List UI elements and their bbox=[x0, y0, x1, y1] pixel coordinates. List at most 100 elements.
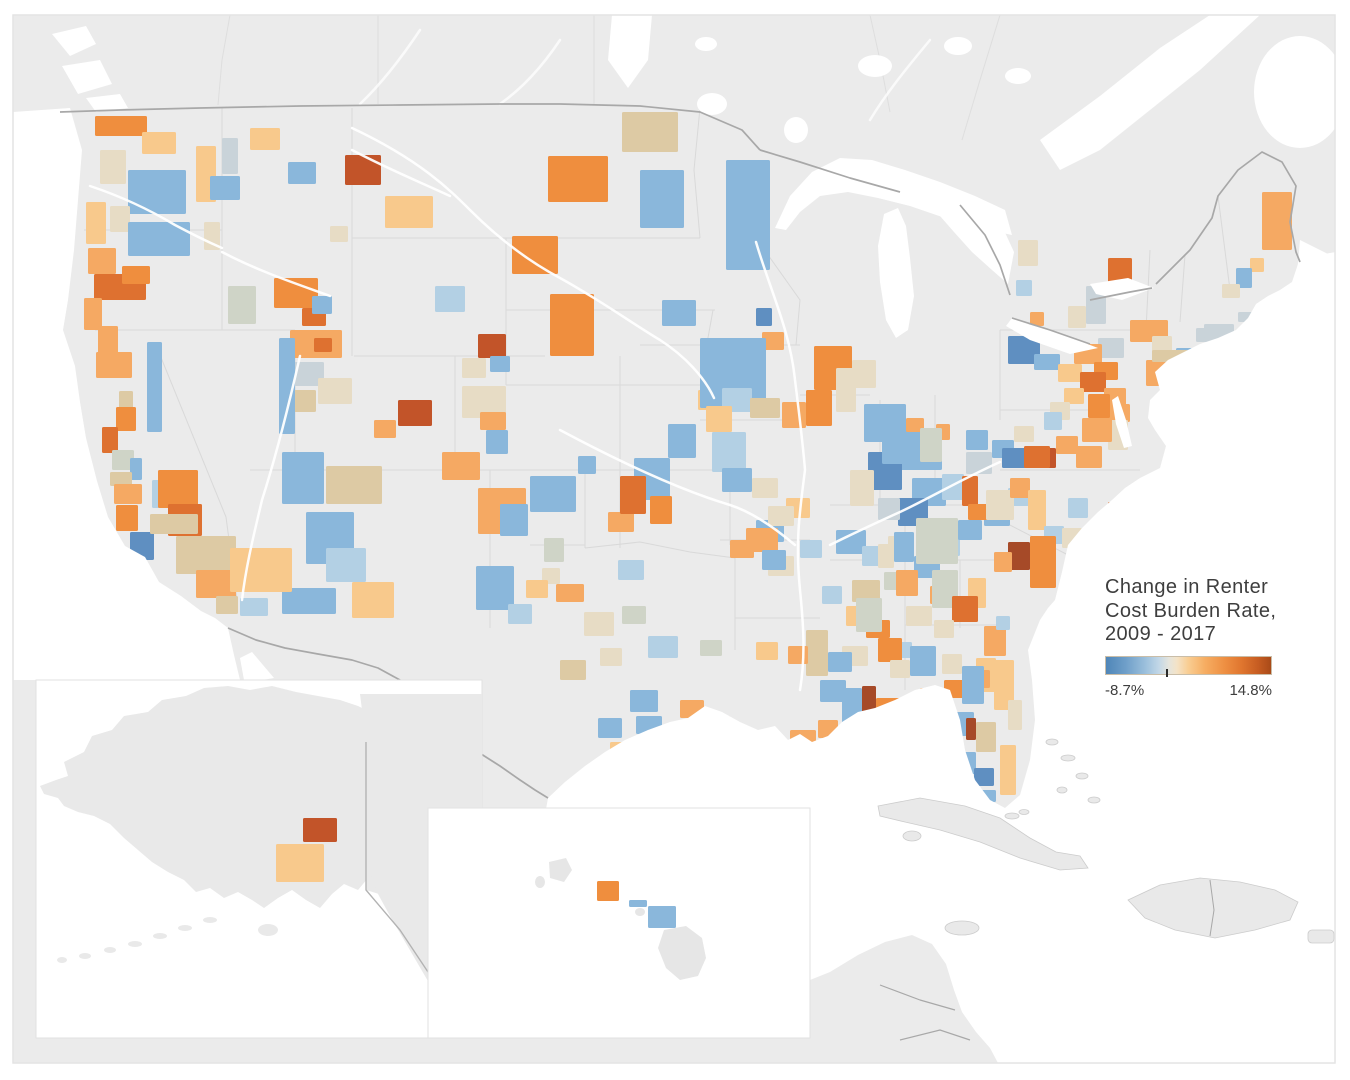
map-region[interactable] bbox=[282, 588, 336, 614]
map-region[interactable] bbox=[598, 718, 622, 738]
map-region[interactable] bbox=[768, 506, 794, 526]
map-region[interactable] bbox=[700, 640, 722, 656]
hawaii-inset[interactable] bbox=[427, 807, 811, 1039]
map-region[interactable] bbox=[88, 248, 116, 274]
map-region[interactable] bbox=[1058, 364, 1082, 382]
map-region[interactable] bbox=[303, 818, 337, 842]
map-region[interactable] bbox=[86, 202, 106, 244]
map-region[interactable] bbox=[84, 298, 102, 330]
map-region[interactable] bbox=[1056, 436, 1078, 454]
map-region[interactable] bbox=[240, 598, 268, 616]
map-region[interactable] bbox=[800, 540, 822, 558]
map-region[interactable] bbox=[1000, 745, 1016, 795]
map-region[interactable] bbox=[116, 505, 138, 531]
map-region[interactable] bbox=[788, 646, 808, 664]
map-region[interactable] bbox=[968, 504, 988, 520]
map-region[interactable] bbox=[712, 432, 746, 472]
map-region[interactable] bbox=[966, 718, 976, 740]
map-region[interactable] bbox=[228, 286, 256, 324]
map-region[interactable] bbox=[1088, 394, 1110, 418]
map-region[interactable] bbox=[782, 402, 806, 428]
map-region[interactable] bbox=[952, 596, 978, 622]
map-region[interactable] bbox=[98, 326, 118, 356]
map-region[interactable] bbox=[95, 116, 147, 136]
map-region[interactable] bbox=[668, 424, 696, 458]
map-region[interactable] bbox=[210, 176, 240, 200]
map-region[interactable] bbox=[230, 548, 292, 592]
map-region[interactable] bbox=[597, 881, 619, 901]
map-region[interactable] bbox=[216, 596, 238, 614]
map-region[interactable] bbox=[508, 604, 532, 624]
map-region[interactable] bbox=[852, 580, 880, 602]
map-region[interactable] bbox=[142, 132, 176, 154]
hawaii-regions[interactable] bbox=[597, 881, 676, 928]
map-region[interactable] bbox=[116, 407, 136, 431]
map-region[interactable] bbox=[622, 112, 678, 152]
map-region[interactable] bbox=[1250, 258, 1264, 272]
map-region[interactable] bbox=[896, 570, 918, 596]
map-region[interactable] bbox=[150, 514, 198, 534]
map-region[interactable] bbox=[976, 722, 996, 752]
map-region[interactable] bbox=[128, 222, 190, 256]
map-region[interactable] bbox=[128, 170, 186, 214]
map-region[interactable] bbox=[318, 378, 352, 404]
map-region[interactable] bbox=[756, 308, 772, 326]
map-region[interactable] bbox=[906, 606, 932, 626]
map-region[interactable] bbox=[398, 400, 432, 426]
map-region[interactable] bbox=[1082, 418, 1112, 442]
map-region[interactable] bbox=[1068, 306, 1086, 328]
map-region[interactable] bbox=[706, 406, 732, 432]
map-region[interactable] bbox=[882, 438, 910, 464]
map-region[interactable] bbox=[994, 552, 1012, 572]
map-region[interactable] bbox=[962, 476, 978, 506]
map-region[interactable] bbox=[560, 660, 586, 680]
map-region[interactable] bbox=[828, 652, 852, 672]
map-region[interactable] bbox=[1008, 542, 1030, 570]
map-region[interactable] bbox=[500, 504, 528, 536]
map-region[interactable] bbox=[122, 266, 150, 284]
map-region[interactable] bbox=[762, 332, 784, 350]
map-region[interactable] bbox=[746, 528, 778, 552]
map-region[interactable] bbox=[462, 386, 506, 418]
map-region[interactable] bbox=[480, 412, 506, 430]
map-region[interactable] bbox=[530, 476, 576, 512]
map-region[interactable] bbox=[1262, 192, 1292, 250]
map-region[interactable] bbox=[648, 906, 676, 928]
map-region[interactable] bbox=[822, 586, 842, 604]
map-region[interactable] bbox=[752, 478, 778, 498]
map-region[interactable] bbox=[314, 338, 332, 352]
map-region[interactable] bbox=[650, 496, 672, 524]
map-region[interactable] bbox=[600, 648, 622, 666]
map-region[interactable] bbox=[850, 470, 874, 506]
map-region[interactable] bbox=[966, 430, 988, 450]
map-region[interactable] bbox=[608, 512, 634, 532]
map-region[interactable] bbox=[750, 398, 780, 418]
map-region[interactable] bbox=[130, 458, 142, 480]
map-region[interactable] bbox=[147, 342, 162, 432]
map-region[interactable] bbox=[1152, 336, 1172, 352]
map-region[interactable] bbox=[1018, 240, 1038, 266]
map-region[interactable] bbox=[435, 286, 465, 312]
map-region[interactable] bbox=[374, 420, 396, 438]
map-region[interactable] bbox=[352, 582, 394, 618]
map-region[interactable] bbox=[942, 474, 964, 500]
map-region[interactable] bbox=[662, 300, 696, 326]
map-region[interactable] bbox=[762, 550, 786, 570]
map-region[interactable] bbox=[630, 690, 658, 712]
alaska-regions[interactable] bbox=[276, 818, 337, 882]
map-region[interactable] bbox=[648, 636, 678, 658]
map-region[interactable] bbox=[478, 334, 506, 358]
map-region[interactable] bbox=[282, 452, 324, 504]
map-region[interactable] bbox=[1002, 448, 1026, 468]
map-region[interactable] bbox=[550, 294, 594, 356]
map-region[interactable] bbox=[878, 638, 902, 662]
map-region[interactable] bbox=[442, 452, 480, 480]
map-region[interactable] bbox=[1030, 536, 1056, 588]
map-region[interactable] bbox=[1028, 490, 1046, 530]
map-region[interactable] bbox=[114, 484, 142, 504]
map-region[interactable] bbox=[1030, 312, 1044, 326]
map-region[interactable] bbox=[110, 206, 130, 232]
map-region[interactable] bbox=[864, 404, 906, 442]
map-region[interactable] bbox=[934, 620, 954, 638]
map-region[interactable] bbox=[584, 612, 614, 636]
